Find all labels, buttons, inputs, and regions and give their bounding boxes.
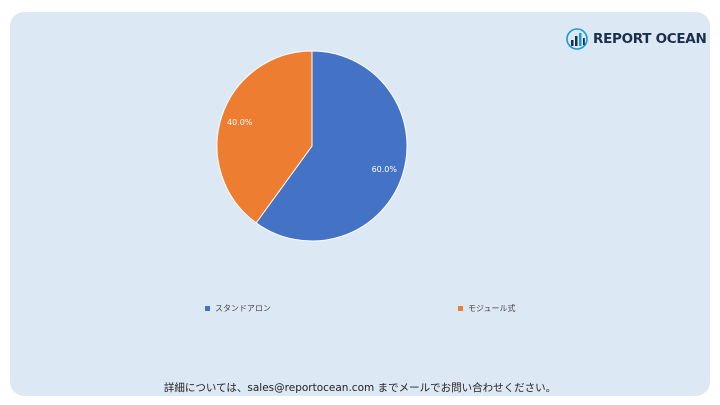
legend-swatch-standalone [205, 306, 210, 311]
legend-item-modular: モジュール式 [458, 303, 515, 314]
bar-chart-globe-icon [566, 28, 588, 50]
legend-swatch-modular [458, 306, 463, 311]
brand-name: REPORT OCEAN [593, 31, 707, 47]
pie-slice-modular [216, 50, 313, 224]
contact-footer: 詳細については、sales@reportocean.com までメールでお問い合… [163, 382, 557, 394]
pie-data-label-modular: 40.0% [227, 118, 253, 127]
brand-logo: REPORT OCEAN [566, 28, 707, 50]
legend-label-standalone: スタンドアロン [215, 304, 271, 313]
legend-label-modular: モジュール式 [468, 304, 516, 313]
pie-slice-standalone [255, 50, 408, 242]
pie-data-label-standalone: 60.0% [372, 165, 398, 174]
legend-item-standalone: スタンドアロン [205, 303, 271, 314]
